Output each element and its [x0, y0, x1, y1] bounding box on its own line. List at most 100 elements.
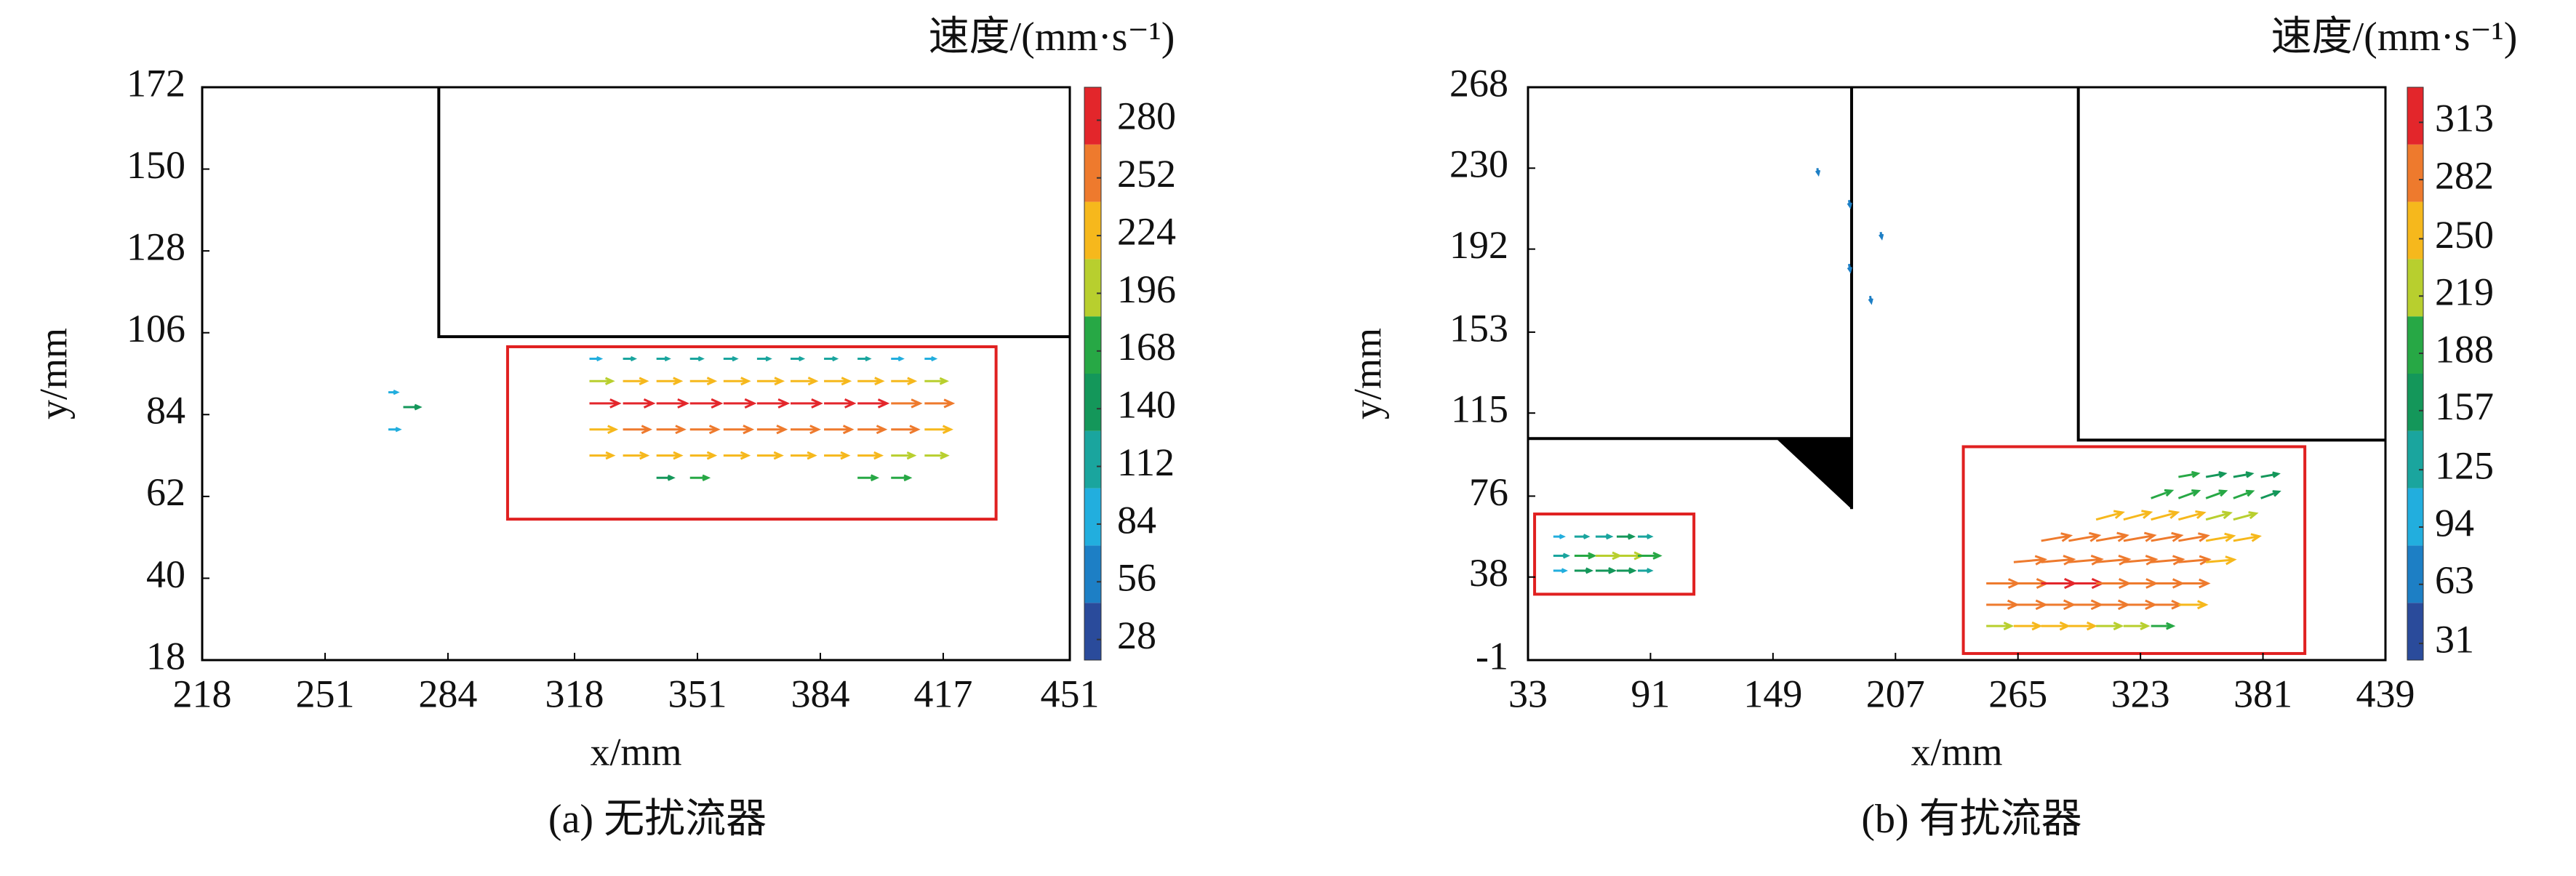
x-tick-label: 207	[1866, 672, 1925, 715]
velocity-arrow	[1815, 168, 1821, 177]
velocity-arrow	[756, 377, 785, 386]
y-tick-label: 76	[1469, 470, 1508, 514]
velocity-arrow	[2151, 510, 2180, 521]
velocity-arrow	[824, 425, 855, 435]
velocity-arrow	[924, 377, 949, 385]
velocity-arrow	[2151, 622, 2176, 630]
velocity-arrow	[2206, 555, 2237, 566]
colorbar-segment	[1084, 87, 1101, 145]
velocity-arrow	[2041, 555, 2076, 566]
velocity-arrow	[1553, 552, 1571, 559]
plot-frame	[201, 86, 1071, 662]
y-tick-label: 18	[146, 634, 185, 678]
velocity-arrow	[857, 451, 884, 460]
colorbar-tick-label: 282	[2435, 153, 2494, 197]
velocity-arrow	[2233, 489, 2255, 499]
velocity-arrow	[388, 389, 400, 395]
velocity-arrow	[656, 425, 687, 435]
velocity-arrow	[623, 377, 649, 385]
velocity-arrow	[2178, 555, 2212, 566]
velocity-arrow	[891, 474, 913, 482]
velocity-arrow	[891, 377, 918, 385]
velocity-arrow	[2123, 531, 2157, 542]
colorbar-segment	[2407, 488, 2423, 546]
velocity-arrow	[723, 398, 757, 409]
x-axis-label: x/mm	[1911, 730, 2002, 773]
velocity-arrow	[723, 377, 751, 386]
velocity-arrow	[924, 425, 953, 434]
velocity-arrow	[723, 425, 755, 435]
velocity-arrow	[1595, 533, 1614, 540]
velocity-arrow	[2233, 511, 2259, 521]
velocity-arrow	[2123, 578, 2159, 589]
velocity-arrow	[2041, 599, 2076, 611]
colorbar-segment	[1084, 488, 1101, 546]
velocity-arrow	[656, 451, 684, 460]
colorbar-segment	[1084, 259, 1101, 317]
velocity-arrow	[388, 427, 402, 433]
x-tick-label: 251	[295, 672, 354, 715]
x-tick-label: 284	[418, 672, 477, 715]
wall	[2076, 87, 2385, 442]
velocity-arrow	[756, 425, 788, 435]
velocity-arrow	[623, 398, 656, 409]
y-tick-label: 106	[127, 307, 185, 350]
y-tick-label: 62	[146, 470, 185, 514]
x-tick-label: 323	[2111, 672, 2170, 715]
velocity-arrow	[2041, 532, 2073, 542]
colorbar-tick-label: 157	[2435, 385, 2494, 428]
velocity-arrow	[824, 377, 852, 386]
velocity-arrow	[924, 398, 956, 409]
velocity-arrow	[2068, 599, 2104, 611]
velocity-arrow	[824, 451, 851, 460]
velocity-arrow	[1616, 533, 1636, 540]
y-tick-label: 150	[127, 143, 185, 187]
velocity-arrow	[1595, 551, 1623, 560]
colorbar-segment	[1084, 201, 1101, 260]
colorbar-tick-label: 84	[1117, 498, 1156, 542]
velocity-arrow	[756, 355, 772, 362]
velocity-arrow	[623, 425, 652, 435]
velocity-arrow	[623, 451, 650, 460]
y-tick-label: 128	[127, 225, 185, 269]
y-tick-label: 172	[127, 61, 185, 105]
velocity-arrow	[2123, 599, 2158, 610]
velocity-arrow	[1638, 552, 1663, 560]
velocity-arrow	[924, 451, 950, 460]
velocity-arrow	[723, 355, 739, 362]
velocity-arrow	[1574, 534, 1591, 539]
velocity-arrow	[1595, 567, 1617, 574]
velocity-arrow	[2151, 531, 2184, 542]
velocity-arrow	[857, 355, 872, 362]
colorbar-title: 速度/(mm·s⁻¹)	[929, 15, 1175, 60]
velocity-arrow	[2151, 578, 2185, 589]
velocity-arrow	[790, 451, 817, 460]
colorbar-segment	[2407, 259, 2423, 317]
velocity-arrow	[656, 377, 684, 386]
x-tick-label: 381	[2233, 672, 2292, 715]
velocity-arrow	[689, 451, 718, 460]
velocity-arrow	[2096, 555, 2132, 566]
x-tick-label: 417	[913, 672, 972, 715]
velocity-arrow	[2178, 578, 2211, 589]
velocity-arrow	[2260, 490, 2281, 499]
velocity-arrow	[2205, 510, 2233, 521]
colorbar-segment	[1084, 374, 1101, 431]
colorbar-tick-label: 252	[1117, 152, 1176, 196]
y-tick-label: 84	[146, 389, 185, 433]
velocity-arrow	[1638, 534, 1654, 539]
velocity-arrow	[2013, 621, 2043, 631]
velocity-arrow	[857, 474, 880, 482]
velocity-arrow	[589, 355, 604, 362]
velocity-arrow	[689, 355, 705, 362]
velocity-arrow	[589, 377, 615, 385]
x-tick-label: 351	[668, 672, 727, 715]
highlight-box	[1961, 445, 2307, 655]
velocity-arrow	[656, 398, 690, 409]
velocity-arrow	[857, 398, 890, 409]
colorbar-segment	[2407, 430, 2423, 489]
velocity-arrow	[2177, 489, 2201, 499]
velocity-arrow	[1616, 567, 1637, 574]
